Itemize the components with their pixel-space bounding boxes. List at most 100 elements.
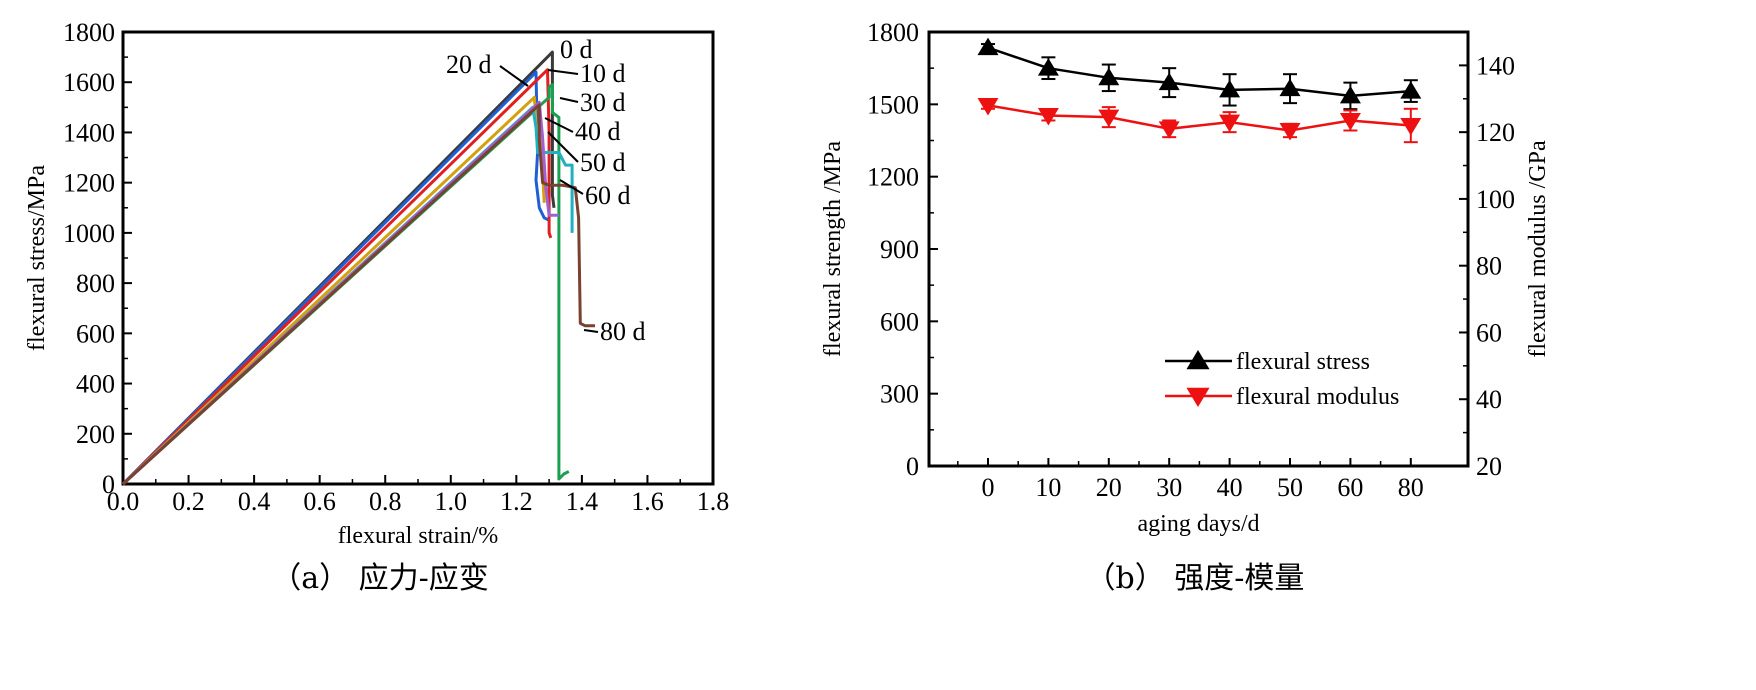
annotation-leader — [559, 97, 579, 103]
series-line-50-d — [121, 105, 574, 486]
y-tick-label: 0 — [102, 470, 115, 499]
y-tick-label: 1500 — [867, 90, 919, 119]
y-right-tick-label: 40 — [1476, 385, 1502, 414]
annotation-label: 30 d — [580, 88, 626, 117]
annotation-label: 10 d — [580, 59, 626, 88]
data-point-marker — [1279, 78, 1301, 97]
annotation-label: 60 d — [585, 181, 631, 210]
data-point-marker — [1219, 114, 1241, 133]
legend-stress-marker — [1186, 350, 1210, 370]
y-tick-label: 0 — [906, 452, 919, 481]
y-tick-label: 200 — [76, 420, 115, 449]
x-tick-label: 10 — [1035, 473, 1061, 502]
y-tick-label: 900 — [880, 235, 919, 264]
annotation-leader — [547, 69, 579, 75]
panel-b-legend: flexural stress flexural modulus — [1165, 349, 1399, 410]
annotation-label: 40 d — [575, 117, 621, 146]
annotation-label: 0 d — [560, 35, 593, 64]
data-point-marker — [1098, 109, 1120, 128]
legend-stress-label: flexural stress — [1236, 349, 1370, 375]
data-point-marker — [1339, 85, 1361, 104]
y-tick-label: 1000 — [63, 219, 115, 248]
x-tick-label: 0.0 — [107, 487, 140, 516]
data-point-marker — [977, 97, 999, 116]
panel-a-series — [121, 50, 595, 486]
panel-b-right-y-axis-label: flexural modulus /GPa — [1525, 140, 1551, 358]
panel-b-caption: （b） 强度-模量 — [1086, 561, 1305, 596]
x-tick-label: 1.4 — [566, 487, 599, 516]
annotation-leader — [559, 179, 584, 195]
x-tick-label: 1.0 — [435, 487, 468, 516]
annotation-leader — [544, 117, 574, 133]
series-line-80-d — [121, 103, 595, 486]
data-point-marker — [1037, 107, 1059, 126]
data-point-marker — [1158, 121, 1180, 139]
y-tick-label: 800 — [76, 269, 115, 298]
series-line-flexural-modulus — [987, 104, 1411, 132]
data-point-marker — [1098, 67, 1120, 86]
y-right-tick-label: 120 — [1476, 118, 1515, 147]
y-tick-label: 600 — [76, 319, 115, 348]
panel-a-ticks: 0.0 0.2 0.4 0.6 0.8 1.0 1.2 1.4 1.6 1.8 0 200 400 600… — [63, 18, 729, 516]
panel-a-x-axis-label: flexural strain/% — [338, 523, 499, 549]
x-tick-label: 30 — [1156, 473, 1182, 502]
data-point-marker — [977, 37, 999, 56]
series-line-flexural-stress — [987, 46, 1411, 98]
panel-b-strength-modulus: 0 10 20 30 40 50 60 80 0 300 600 900 1200 1500 1800 20 4… — [820, 18, 1551, 596]
series-line-60-d — [121, 100, 559, 486]
x-tick-label: 60 — [1337, 473, 1363, 502]
x-tick-label: 1.8 — [697, 487, 730, 516]
panel-a-y-axis-label: flexural stress/MPa — [24, 165, 50, 351]
panel-b-series — [977, 37, 1422, 144]
y-tick-label: 600 — [880, 307, 919, 336]
x-tick-label: 0 — [982, 473, 995, 502]
y-right-tick-label: 60 — [1476, 318, 1502, 347]
legend-modulus-label: flexural modulus — [1236, 384, 1399, 410]
annotation-leader — [547, 131, 579, 163]
series-line-20-d — [121, 70, 550, 486]
y-right-tick-label: 140 — [1476, 51, 1515, 80]
x-tick-label: 0.2 — [172, 487, 205, 516]
panel-b-left-y-axis-label: flexural strength /MPa — [820, 141, 846, 357]
x-tick-label: 40 — [1217, 473, 1243, 502]
panel-a-annotations: 0 d10 d 20 d 30 d40 d50 d 60 d 80 d — [446, 35, 646, 346]
x-tick-label: 0.4 — [238, 487, 271, 516]
panel-a-stress-strain: 0.0 0.2 0.4 0.6 0.8 1.0 1.2 1.4 1.6 1.8 0 200 400 600… — [24, 18, 729, 596]
x-tick-label: 0.8 — [369, 487, 402, 516]
y-tick-label: 1800 — [867, 18, 919, 47]
y-tick-label: 400 — [76, 370, 115, 399]
data-point-marker — [1219, 79, 1241, 98]
x-tick-label: 1.6 — [631, 487, 664, 516]
y-tick-label: 1200 — [63, 169, 115, 198]
x-tick-label: 1.2 — [500, 487, 533, 516]
y-tick-label: 300 — [880, 380, 919, 409]
x-tick-label: 20 — [1096, 473, 1122, 502]
annotation-label: 80 d — [600, 317, 646, 346]
annotation-leader — [583, 329, 599, 333]
data-point-marker — [1400, 81, 1422, 99]
series-line-30-d — [121, 83, 570, 486]
x-tick-label: 80 — [1398, 473, 1424, 502]
data-point-marker — [1037, 58, 1059, 76]
annotation-label: 50 d — [580, 148, 626, 177]
data-point-marker — [1158, 72, 1180, 91]
panel-b-x-axis-label: aging days/d — [1138, 511, 1260, 537]
x-tick-label: 50 — [1277, 473, 1303, 502]
annotation-leader — [499, 65, 529, 87]
data-point-marker — [1279, 122, 1301, 141]
y-tick-label: 1200 — [867, 163, 919, 192]
x-tick-label: 0.6 — [303, 487, 336, 516]
legend-modulus-marker — [1186, 387, 1210, 407]
y-tick-label: 1600 — [63, 68, 115, 97]
y-tick-label: 1800 — [63, 18, 115, 47]
data-point-marker — [1339, 112, 1361, 131]
y-right-tick-label: 80 — [1476, 252, 1502, 281]
panel-a-caption: （a） 应力-应变 — [271, 561, 489, 596]
y-right-tick-label: 20 — [1476, 452, 1502, 481]
panel-b-ticks: 0 10 20 30 40 50 60 80 0 300 600 900 1200 1500 1800 20 4… — [867, 18, 1515, 502]
data-point-marker — [1400, 117, 1422, 136]
annotation-label: 20 d — [446, 50, 492, 79]
y-tick-label: 1400 — [63, 118, 115, 147]
y-right-tick-label: 100 — [1476, 185, 1515, 214]
